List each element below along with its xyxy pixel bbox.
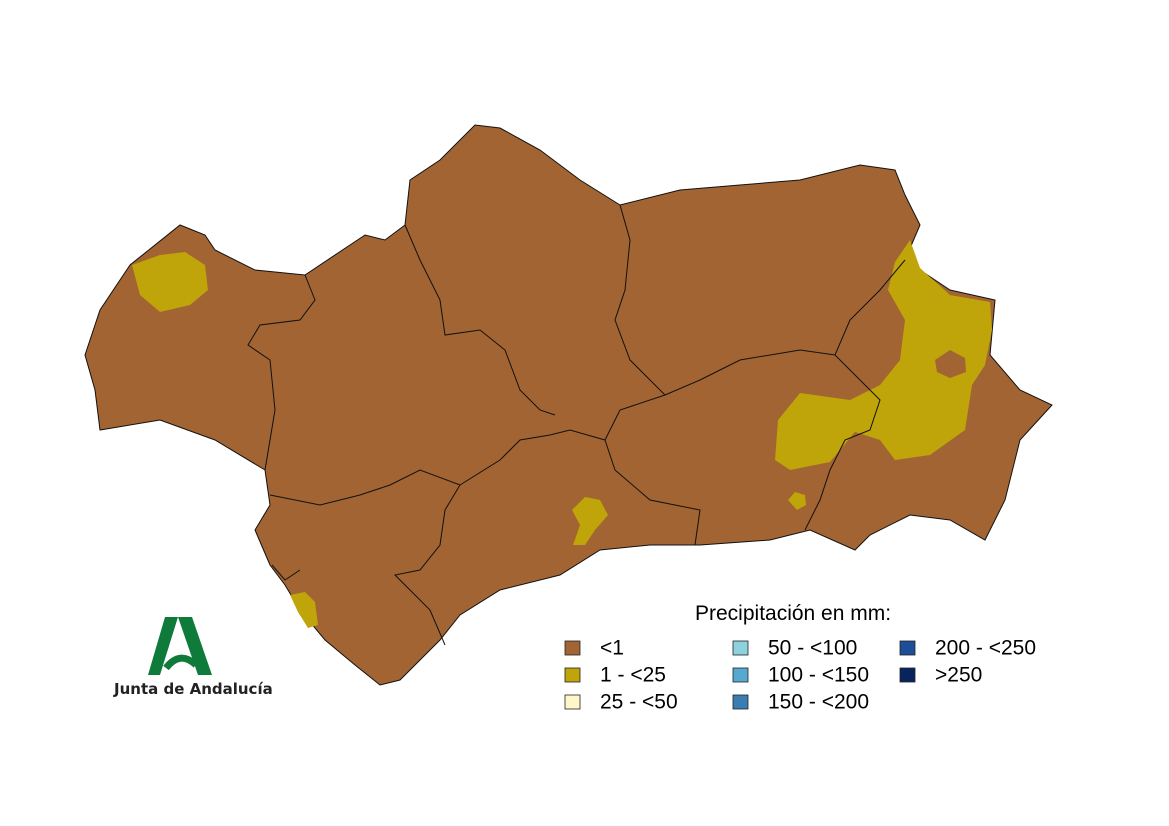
border	[247, 274, 316, 471]
border	[604, 439, 701, 546]
zone-hole	[935, 350, 966, 378]
legend-label: 100 - <150	[768, 664, 869, 687]
logo: Junta de Andalucía	[113, 617, 273, 698]
border	[269, 259, 906, 506]
legend-swatch	[732, 667, 749, 683]
region-map	[84, 124, 1053, 686]
zone	[572, 497, 608, 545]
zone	[132, 252, 208, 312]
border	[614, 204, 666, 396]
legend-label: >250	[935, 664, 982, 687]
province-borders	[247, 204, 906, 646]
legend-title: Precipitación en mm:	[695, 602, 891, 625]
border	[393, 484, 461, 646]
legend-swatch	[899, 667, 916, 683]
legend-swatch	[732, 640, 749, 656]
zone	[775, 240, 992, 470]
legend-swatch	[732, 694, 749, 710]
legend-label: 200 - <250	[935, 637, 1036, 660]
precip-zones	[132, 240, 992, 628]
legend-label: 1 - <25	[600, 664, 666, 687]
legend-swatch	[564, 694, 581, 710]
legend-swatch	[564, 640, 581, 656]
legend-label: 150 - <200	[768, 691, 869, 714]
logo-mark	[163, 654, 199, 671]
border	[804, 354, 881, 531]
legend-label: <1	[600, 637, 624, 660]
legend-label: 25 - <50	[600, 691, 678, 714]
zone	[290, 592, 318, 628]
logo-mark	[148, 617, 212, 675]
legend: Precipitación en mm: <1 1 - <25 25 - <50 50…	[564, 602, 1036, 714]
legend-label: 50 - <100	[768, 637, 857, 660]
legend-swatch	[899, 640, 916, 656]
border	[271, 564, 301, 581]
border	[404, 224, 556, 416]
zone	[788, 492, 806, 510]
legend-swatch	[564, 667, 581, 683]
logo-text: Junta de Andalucía	[113, 680, 273, 698]
